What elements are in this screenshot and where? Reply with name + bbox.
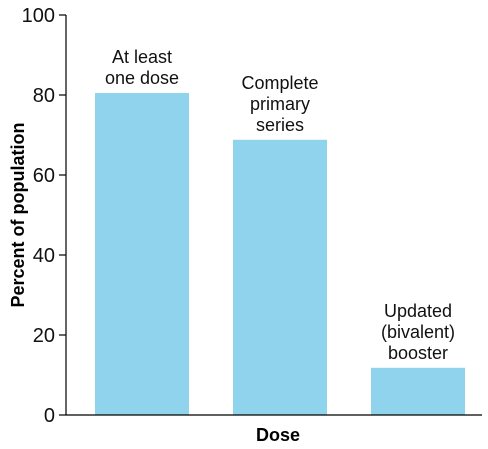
y-axis-title: Percent of population [8, 122, 28, 307]
bar [233, 139, 327, 416]
bar-category-label: (bivalent) [381, 322, 455, 342]
y-tick-label: 60 [33, 165, 55, 187]
bar-category-label: Complete [241, 73, 318, 93]
y-tick-label: 80 [33, 85, 55, 107]
bars-group [95, 93, 465, 416]
bar-category-label: one dose [105, 68, 179, 88]
y-tick-label: 0 [44, 405, 55, 427]
bar-category-label: Updated [384, 301, 452, 321]
bar [95, 93, 189, 415]
bar-category-label: booster [388, 343, 448, 363]
y-axis-ticks: 0 20 40 60 80 100 [22, 5, 66, 427]
bar-category-label: primary [250, 94, 310, 114]
bar-category-label: At least [112, 47, 172, 67]
bar [371, 367, 465, 415]
y-tick-label: 20 [33, 325, 55, 347]
bar-category-label: series [256, 115, 304, 135]
y-tick-label: 40 [33, 245, 55, 267]
y-tick-label: 100 [22, 5, 55, 27]
x-axis-title: Dose [256, 425, 300, 445]
